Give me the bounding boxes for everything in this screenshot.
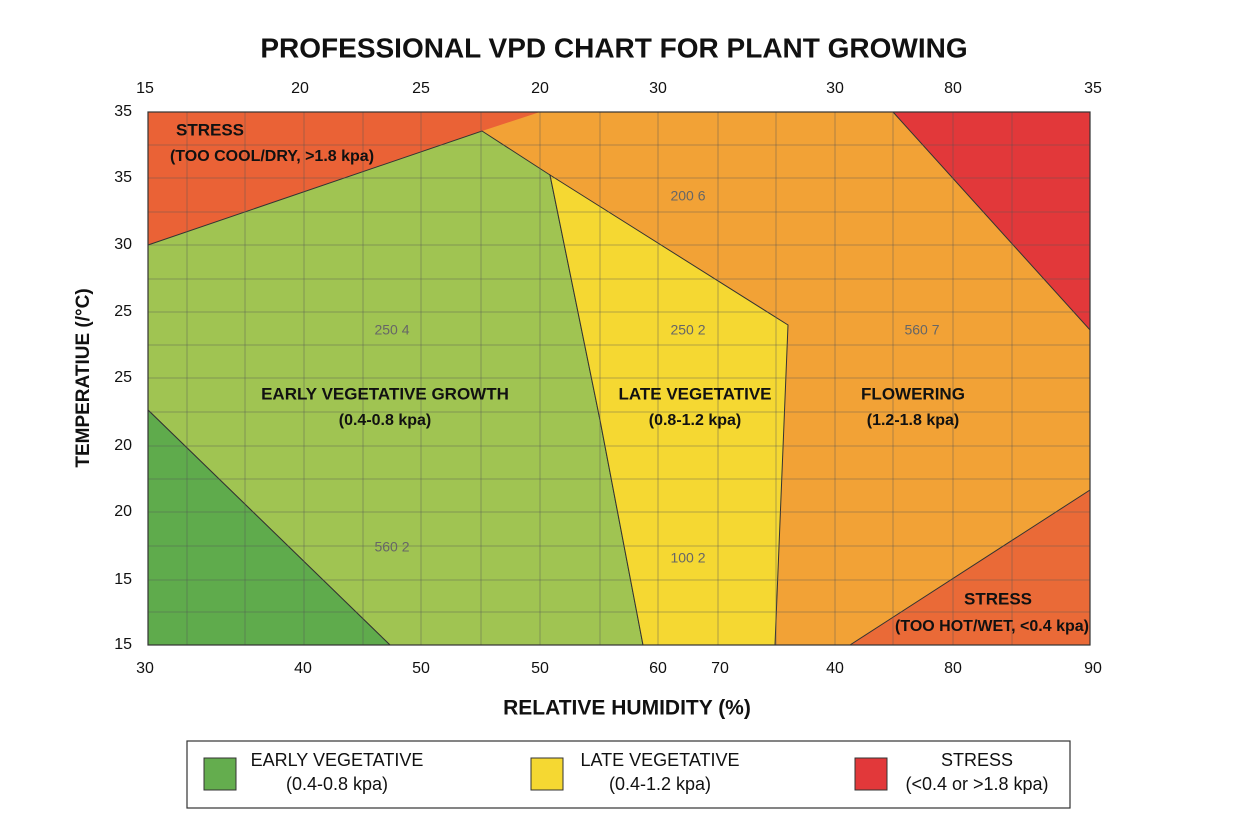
x-top-tick-label: 30 [649, 80, 667, 97]
region-range: (0.8-1.2 kpa) [649, 412, 741, 429]
x-tick-label: 50 [531, 660, 549, 677]
grid [148, 112, 1090, 645]
legend-label: EARLY VEGETATIVE [251, 750, 424, 770]
cell-label: 100 2 [670, 550, 705, 566]
y-tick-label: 25 [114, 303, 132, 320]
x-tick-label: 80 [944, 660, 962, 677]
cell-label: 250 2 [670, 322, 705, 338]
legend-label: LATE VEGETATIVE [580, 750, 739, 770]
y-tick-label: 20 [114, 437, 132, 454]
legend-range: (0.4-0.8 kpa) [286, 774, 388, 794]
x-tick-label: 70 [711, 660, 729, 677]
x-top-tick-label: 20 [291, 80, 309, 97]
x-tick-label: 30 [136, 660, 154, 677]
x-top-tick-label: 20 [531, 80, 549, 97]
legend-range: (<0.4 or >1.8 kpa) [905, 774, 1048, 794]
region-title: STRESS [176, 120, 244, 139]
region-range: (TOO HOT/WET, <0.4 kpa) [895, 618, 1089, 635]
x-top-tick-label: 80 [944, 80, 962, 97]
chart-title: PROFESSIONAL VPD CHART FOR PLANT GROWING [260, 32, 967, 63]
y-tick-label: 20 [114, 503, 132, 520]
cell-label: 200 6 [670, 188, 705, 204]
x-tick-label: 40 [294, 660, 312, 677]
region-title: FLOWERING [861, 384, 965, 403]
zones [147, 111, 1091, 646]
x-axis-label: RELATIVE HUMIDITY (%) [503, 697, 751, 720]
region-title: LATE VEGETATIVE [618, 384, 771, 403]
x-tick-label: 60 [649, 660, 667, 677]
y-tick-label: 25 [114, 369, 132, 386]
legend-swatch [854, 757, 888, 791]
region-range: (1.2-1.8 kpa) [867, 412, 959, 429]
x-top-tick-label: 15 [136, 80, 154, 97]
region-range: (TOO COOL/DRY, >1.8 kpa) [170, 148, 374, 165]
region-title: EARLY VEGETATIVE GROWTH [261, 384, 509, 403]
y-tick-label: 15 [114, 636, 132, 653]
legend-label: STRESS [941, 750, 1013, 770]
legend-range: (0.4-1.2 kpa) [609, 774, 711, 794]
cell-label: 560 2 [374, 539, 409, 555]
x-tick-label: 50 [412, 660, 430, 677]
x-top-tick-label: 25 [412, 80, 430, 97]
legend-swatch [530, 757, 564, 791]
legend-box [186, 740, 1071, 809]
y-tick-label: 30 [114, 236, 132, 253]
region-title: STRESS [964, 589, 1032, 608]
cell-label: 560 7 [904, 322, 939, 338]
x-top-tick-label: 30 [826, 80, 844, 97]
cell-label: 250 4 [374, 322, 409, 338]
x-tick-label: 90 [1084, 660, 1102, 677]
y-tick-label: 35 [114, 169, 132, 186]
x-top-tick-label: 35 [1084, 80, 1102, 97]
region-range: (0.4-0.8 kpa) [339, 412, 431, 429]
legend-swatch [203, 757, 237, 791]
y-tick-label: 15 [114, 571, 132, 588]
plot-frame [147, 111, 1091, 646]
y-tick-label: 35 [114, 103, 132, 120]
y-axis-label: TEMPERATIUE (/°C) [73, 288, 94, 467]
x-tick-label: 40 [826, 660, 844, 677]
